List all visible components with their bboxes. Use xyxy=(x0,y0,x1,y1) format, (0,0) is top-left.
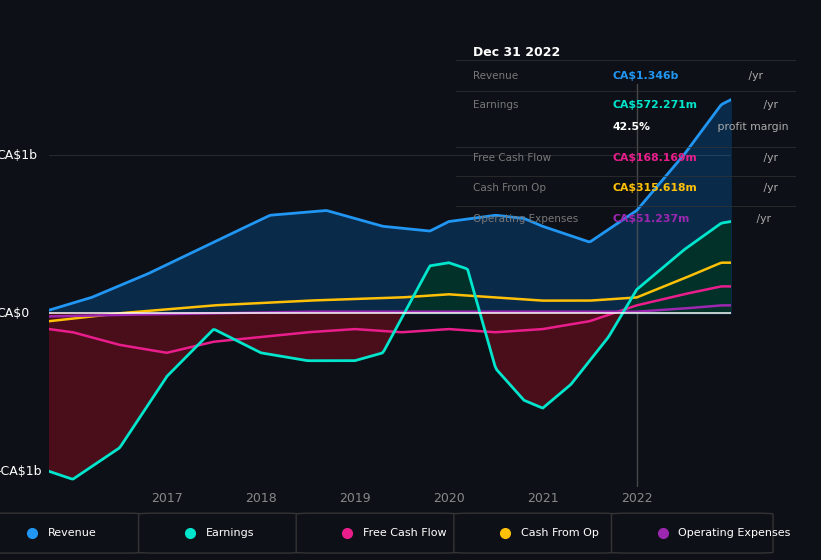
Text: CA$51.237m: CA$51.237m xyxy=(612,214,690,224)
Text: /yr: /yr xyxy=(753,214,771,224)
Text: CA$572.271m: CA$572.271m xyxy=(612,100,697,110)
Text: Free Cash Flow: Free Cash Flow xyxy=(473,153,551,164)
Text: profit margin: profit margin xyxy=(714,122,789,132)
Text: /yr: /yr xyxy=(760,153,778,164)
Text: /yr: /yr xyxy=(745,71,763,81)
Text: Earnings: Earnings xyxy=(205,528,254,538)
Text: Operating Expenses: Operating Expenses xyxy=(678,528,791,538)
FancyBboxPatch shape xyxy=(612,513,773,553)
Text: Earnings: Earnings xyxy=(473,100,518,110)
Text: CA$0: CA$0 xyxy=(0,307,30,320)
Text: CA$168.169m: CA$168.169m xyxy=(612,153,697,164)
Text: CA$1.346b: CA$1.346b xyxy=(612,71,679,81)
Text: Cash From Op: Cash From Op xyxy=(473,183,546,193)
Text: Revenue: Revenue xyxy=(473,71,518,81)
Text: -CA$1b: -CA$1b xyxy=(0,465,42,478)
Text: 42.5% profit margin: 42.5% profit margin xyxy=(612,122,736,132)
Text: /yr: /yr xyxy=(760,100,778,110)
Text: Revenue: Revenue xyxy=(48,528,97,538)
Text: Operating Expenses: Operating Expenses xyxy=(473,214,578,224)
Text: CA$1b: CA$1b xyxy=(0,148,38,162)
Text: CA$51.237m /yr: CA$51.237m /yr xyxy=(612,214,710,224)
Text: 42.5%: 42.5% xyxy=(612,122,650,132)
Text: CA$315.618m: CA$315.618m xyxy=(612,183,697,193)
Text: CA$168.169m /yr: CA$168.169m /yr xyxy=(612,153,718,164)
Text: /yr: /yr xyxy=(760,183,778,193)
FancyBboxPatch shape xyxy=(296,513,458,553)
Text: CA$1.346b /yr: CA$1.346b /yr xyxy=(612,71,699,81)
FancyBboxPatch shape xyxy=(139,513,300,553)
FancyBboxPatch shape xyxy=(454,513,616,553)
FancyBboxPatch shape xyxy=(0,513,143,553)
Text: Free Cash Flow: Free Cash Flow xyxy=(363,528,447,538)
Text: CA$572.271m /yr: CA$572.271m /yr xyxy=(612,100,718,110)
Text: Dec 31 2022: Dec 31 2022 xyxy=(473,46,560,59)
Text: Cash From Op: Cash From Op xyxy=(521,528,599,538)
Text: CA$315.618m /yr: CA$315.618m /yr xyxy=(612,183,718,193)
